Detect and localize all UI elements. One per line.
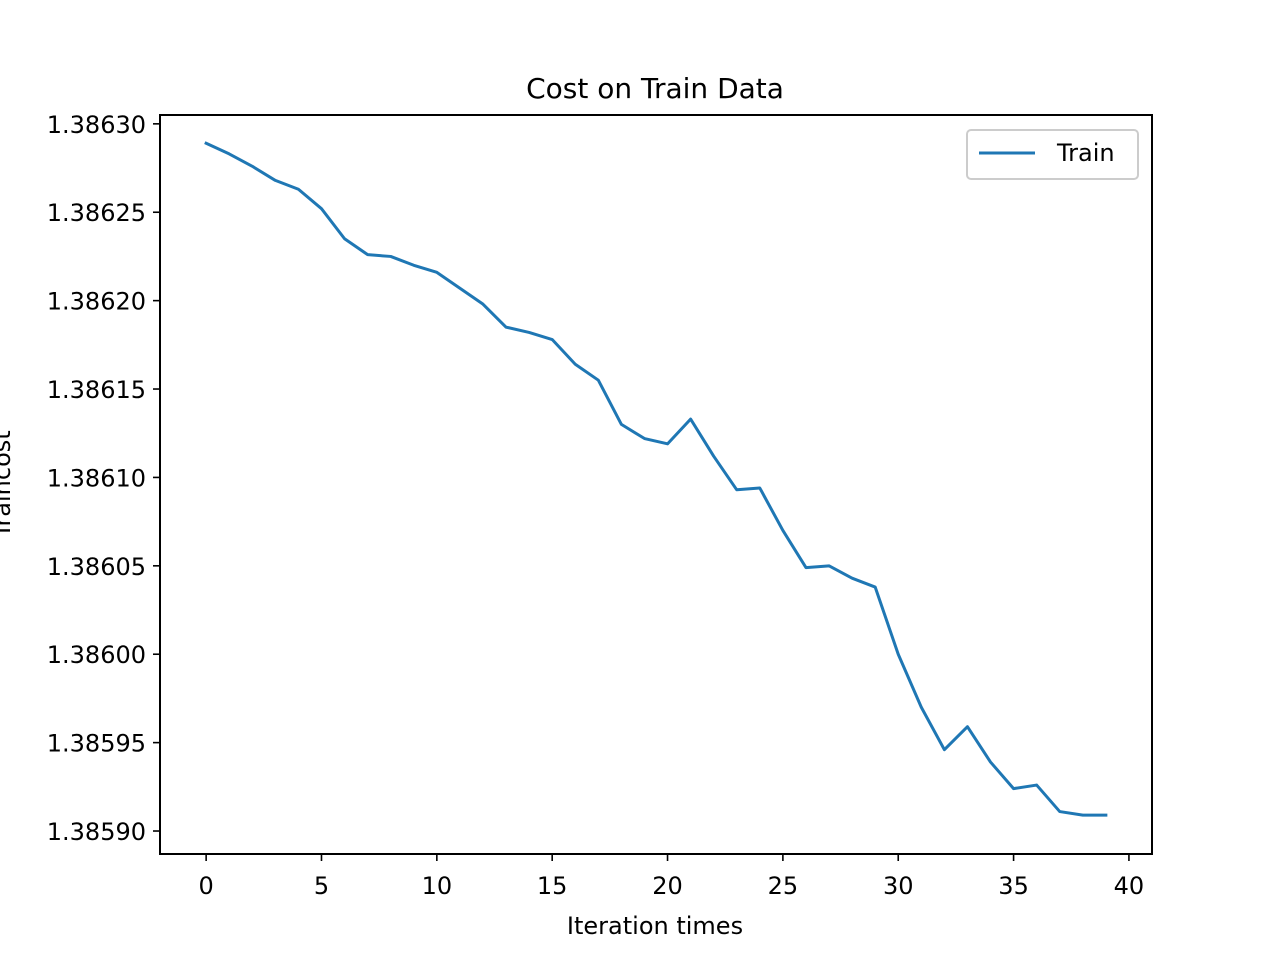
x-tick-label: 40 bbox=[1114, 872, 1145, 900]
ticks-layer: 0 5 10 15 20 25 30 35 40 1.38590 1.38595 1.38600 1.3… bbox=[47, 111, 1144, 900]
legend-box bbox=[966, 129, 1139, 180]
y-tick-label: 1.38615 bbox=[47, 376, 146, 404]
chart-title: Cost on Train Data bbox=[526, 72, 784, 105]
series-layer bbox=[204, 141, 1108, 817]
x-axis-label: Iteration times bbox=[567, 912, 743, 940]
y-tick-label: 1.38625 bbox=[47, 199, 146, 227]
x-tick-label: 15 bbox=[537, 872, 568, 900]
y-axis-label: Traincost bbox=[0, 430, 16, 538]
x-tick-label: 35 bbox=[998, 872, 1029, 900]
x-tick-label: 5 bbox=[314, 872, 329, 900]
y-tick-label: 1.38630 bbox=[47, 111, 146, 139]
y-tick-label: 1.38620 bbox=[47, 288, 146, 316]
x-tick-label: 20 bbox=[652, 872, 683, 900]
y-tick-label: 1.38590 bbox=[47, 818, 146, 846]
x-tick-label: 30 bbox=[883, 872, 914, 900]
y-tick-label: 1.38605 bbox=[47, 553, 146, 581]
y-tick-label: 1.38600 bbox=[47, 641, 146, 669]
legend: Train bbox=[966, 129, 1139, 180]
x-tick-label: 25 bbox=[768, 872, 799, 900]
series-line-train bbox=[204, 141, 1108, 817]
x-tick-label: 0 bbox=[198, 872, 213, 900]
y-tick-label: 1.38610 bbox=[47, 464, 146, 492]
y-tick-label: 1.38595 bbox=[47, 730, 146, 758]
legend-label-train: Train bbox=[1056, 139, 1115, 167]
plot-frame bbox=[159, 114, 1153, 855]
x-tick-label: 10 bbox=[422, 872, 453, 900]
